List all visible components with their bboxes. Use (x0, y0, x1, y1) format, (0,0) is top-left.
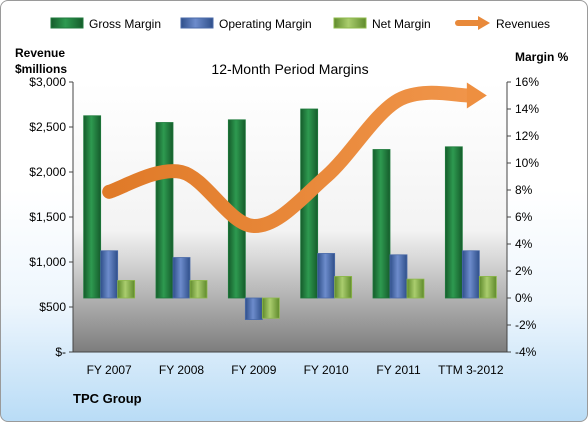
left-tick-label: $1,000 (29, 255, 66, 269)
bar-net-margin-3 (334, 275, 353, 299)
bar-net-margin-5 (478, 275, 497, 299)
x-tick-label: FY 2008 (159, 363, 204, 377)
right-tick-label: 2% (515, 264, 533, 278)
bar-operating-margin-5 (461, 250, 480, 299)
bar-operating-margin-1 (172, 257, 191, 299)
revenue-layer (102, 82, 487, 233)
bar-gross-margin-1 (155, 122, 174, 299)
company-label: TPC Group (73, 391, 142, 406)
right-tick-label: 4% (515, 237, 533, 251)
x-tick-label: FY 2010 (304, 363, 349, 377)
x-tick-label: TTM 3-2012 (438, 363, 504, 377)
left-axis-title-line1: Revenue (15, 46, 65, 60)
bar-operating-margin-3 (317, 253, 336, 299)
legend-label-operating-margin: Operating Margin (219, 17, 312, 31)
right-tick-label: 14% (515, 102, 539, 116)
bar-gross-margin-0 (83, 115, 102, 299)
right-tick-label: 6% (515, 210, 533, 224)
left-tick-label: $1,500 (29, 210, 66, 224)
legend-swatch-net-margin (333, 17, 367, 29)
x-tick-label: FY 2007 (87, 363, 132, 377)
bar-gross-margin-4 (372, 149, 391, 299)
right-tick-label: 8% (515, 183, 533, 197)
right-tick-label: 16% (515, 75, 539, 89)
bar-operating-margin-4 (389, 254, 408, 299)
x-tick-label: FY 2011 (376, 363, 421, 377)
right-tick-label: -2% (515, 318, 537, 332)
bar-operating-margin-0 (100, 250, 119, 299)
chart-title: 12-Month Period Margins (211, 61, 368, 77)
bar-net-margin-0 (117, 280, 136, 299)
legend-arrowhead-revenues (478, 16, 490, 30)
left-axis: $- $500 $1,000 $1,500 $2,000 $2,500 $3,000 (29, 75, 74, 359)
bar-net-margin-2 (261, 297, 280, 319)
revenue-arrowhead (466, 82, 487, 109)
right-tick-label: -4% (515, 345, 537, 359)
legend-label-net-margin: Net Margin (372, 17, 431, 31)
bar-gross-margin-5 (444, 146, 463, 299)
left-tick-label: $2,500 (29, 120, 66, 134)
left-axis-title-line2: $millions (15, 62, 67, 76)
right-tick-label: 0% (515, 291, 533, 305)
bar-net-margin-4 (406, 278, 425, 299)
left-tick-label: $3,000 (29, 75, 66, 89)
revenue-line (102, 85, 478, 233)
legend: Gross Margin Operating Margin Net Margin Re… (50, 16, 550, 31)
x-tick-label: FY 2009 (231, 363, 276, 377)
right-tick-label: 10% (515, 156, 539, 170)
left-tick-label: $500 (39, 300, 66, 314)
right-axis-title: Margin % (515, 50, 569, 64)
legend-swatch-operating-margin (180, 17, 214, 29)
right-axis: -4% -2% 0% 2% 4% 6% 8% 10% 12% 14% 16% (506, 75, 539, 359)
legend-label-gross-margin: Gross Margin (89, 17, 161, 31)
left-tick-label: $2,000 (29, 165, 66, 179)
right-tick-label: 12% (515, 129, 539, 143)
left-tick-label: $- (55, 345, 66, 359)
legend-label-revenues: Revenues (496, 17, 550, 31)
x-axis: FY 2007 FY 2008 FY 2009 FY 2010 FY 2011 TTM 3… (73, 351, 507, 377)
bar-net-margin-1 (189, 280, 208, 299)
bars-layer (83, 108, 497, 321)
legend-swatch-gross-margin (50, 17, 84, 29)
bar-operating-margin-2 (244, 297, 263, 321)
